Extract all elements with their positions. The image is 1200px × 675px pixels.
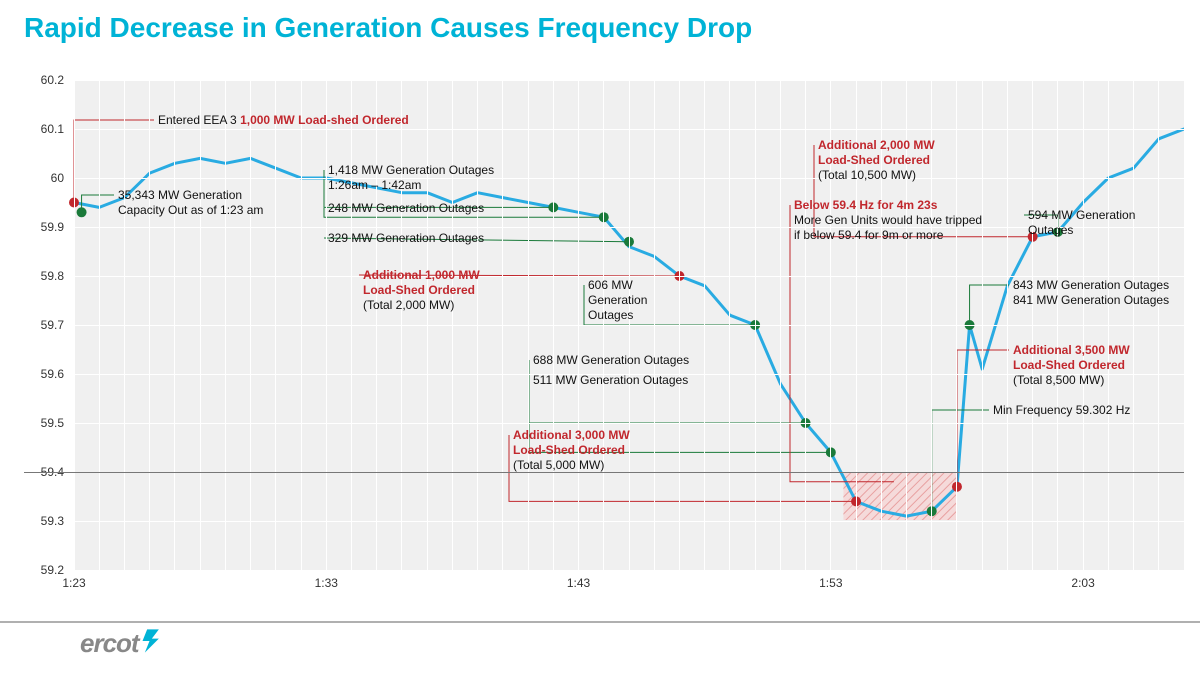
y-tick-label: 59.8 <box>24 269 64 283</box>
page-title: Rapid Decrease in Generation Causes Freq… <box>24 12 752 44</box>
annotation-below594: Below 59.4 Hz for 4m 23sMore Gen Units w… <box>794 198 982 243</box>
y-tick-label: 59.2 <box>24 563 64 577</box>
annotation-out-688: 688 MW Generation Outages <box>533 353 689 368</box>
y-tick-label: 60.1 <box>24 122 64 136</box>
connector-out-688 <box>529 360 806 423</box>
annotation-ls-2000: Additional 2,000 MWLoad-Shed Ordered(Tot… <box>818 138 935 183</box>
annotation-ls-3500: Additional 3,500 MWLoad-Shed Ordered(Tot… <box>1013 343 1130 388</box>
x-tick-label: 2:03 <box>1071 576 1094 590</box>
ercot-logo: ercot <box>80 624 167 659</box>
y-tick-label: 59.5 <box>24 416 64 430</box>
annotation-out-511: 511 MW Generation Outages <box>533 373 688 388</box>
annotation-out-594: 594 MW GenerationOutages <box>1028 208 1135 238</box>
annotation-ls-1000: Additional 1,000 MWLoad-Shed Ordered(Tot… <box>363 268 480 313</box>
annotation-out-606: 606 MWGenerationOutages <box>588 278 647 323</box>
bolt-icon <box>139 627 167 662</box>
x-tick-label: 1:23 <box>62 576 85 590</box>
footer-rule <box>0 621 1200 623</box>
annotation-cap-out: 35,343 MW GenerationCapacity Out as of 1… <box>118 188 263 218</box>
x-tick-label: 1:43 <box>567 576 590 590</box>
y-tick-label: 59.9 <box>24 220 64 234</box>
annotation-ls-3000: Additional 3,000 MWLoad-Shed Ordered(Tot… <box>513 428 630 473</box>
y-tick-label: 60 <box>24 171 64 185</box>
y-tick-label: 59.7 <box>24 318 64 332</box>
frequency-chart: 59.259.359.459.559.659.759.859.96060.160… <box>24 60 1184 600</box>
annotation-out-1418: 1,418 MW Generation Outages1:26am – 1:42… <box>328 163 494 193</box>
x-tick-label: 1:53 <box>819 576 842 590</box>
annotation-eea3: Entered EEA 3 1,000 MW Load-shed Ordered <box>158 113 409 128</box>
annotation-out-843: 843 MW Generation Outages841 MW Generati… <box>1013 278 1169 308</box>
annotation-minfreq: Min Frequency 59.302 Hz <box>993 403 1130 418</box>
y-tick-label: 60.2 <box>24 73 64 87</box>
logo-text: ercot <box>80 628 139 658</box>
hatched-region <box>843 472 957 520</box>
annotation-out-248: 248 MW Generation Outages <box>328 201 484 216</box>
x-tick-label: 1:33 <box>315 576 338 590</box>
y-tick-label: 59.3 <box>24 514 64 528</box>
y-tick-label: 59.6 <box>24 367 64 381</box>
annotation-out-329: 329 MW Generation Outages <box>328 231 484 246</box>
